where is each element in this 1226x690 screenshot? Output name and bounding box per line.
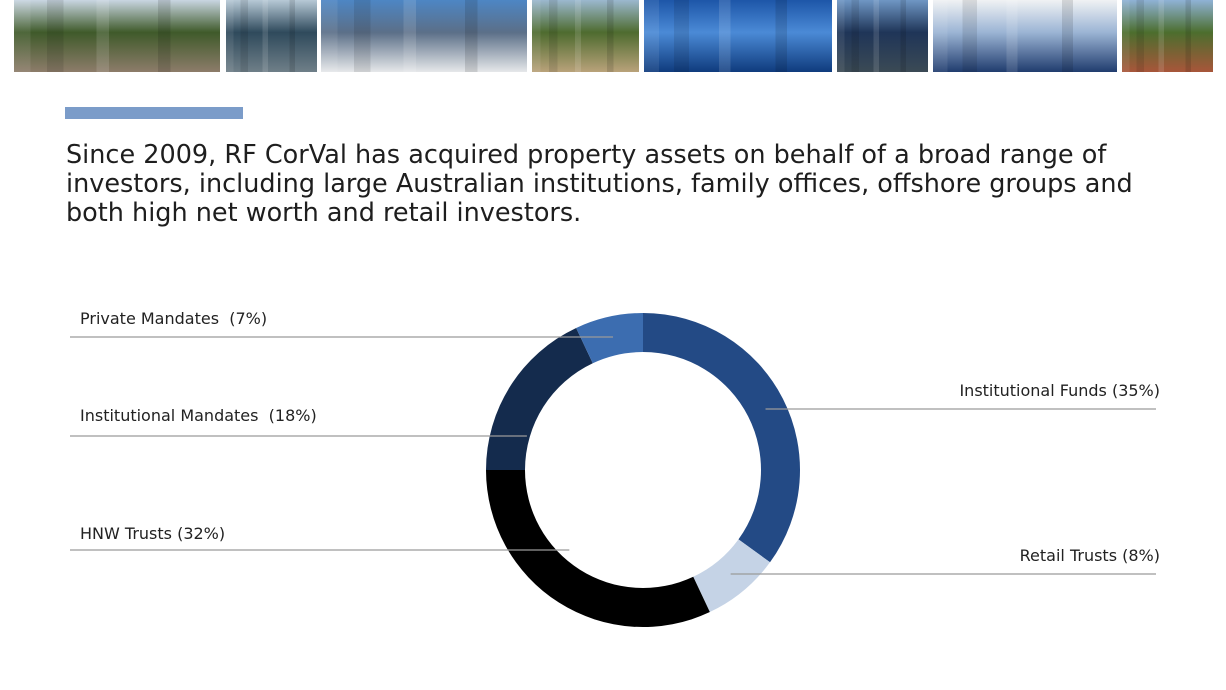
investor-donut-chart: Institutional Funds (35%) Retail Trusts (… (70, 309, 1160, 627)
slice-label: HNW Trusts (32%) (80, 524, 225, 543)
donut-slice (486, 327, 593, 470)
white-facade-photo (321, 0, 527, 72)
slice-label: Private Mandates (7%) (80, 309, 267, 328)
slice-label: Retail Trusts (8%) (1020, 546, 1160, 565)
slice-label: Institutional Funds (35%) (959, 381, 1160, 400)
street-photo (14, 0, 220, 72)
glass-tower-photo (226, 0, 317, 72)
donut-slice (643, 313, 801, 563)
title-accent-bar (65, 107, 243, 119)
header-photo-strip (0, 0, 1226, 72)
grid-facade-photo (933, 0, 1117, 72)
donut-slice (693, 539, 771, 613)
slice-label: Institutional Mandates (18%) (80, 406, 317, 425)
intro-text: Since 2009, RF CorVal has acquired prope… (66, 140, 1133, 228)
tower-photo (837, 0, 928, 72)
lobby-photo (532, 0, 639, 72)
blue-glass-photo (644, 0, 832, 72)
donut-slice (576, 313, 643, 364)
corner-building-photo (1122, 0, 1213, 72)
donut-slice (486, 470, 710, 627)
